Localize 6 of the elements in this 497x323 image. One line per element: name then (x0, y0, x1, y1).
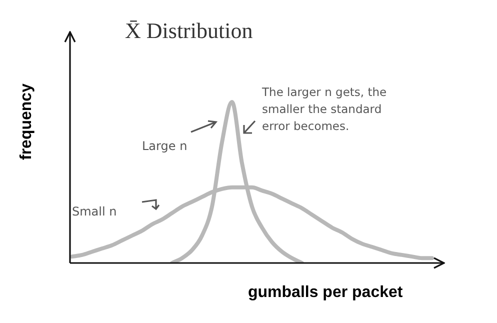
annotation: The larger n gets, the smaller the standard error becomes. (262, 84, 388, 135)
text: Large n (142, 139, 188, 154)
chart-title: X̄ Distribution (125, 18, 253, 44)
series-label: Small n (72, 204, 117, 218)
x-axis-title: gumballs per packet (248, 284, 403, 302)
y-axis-title: frequency (18, 84, 36, 160)
